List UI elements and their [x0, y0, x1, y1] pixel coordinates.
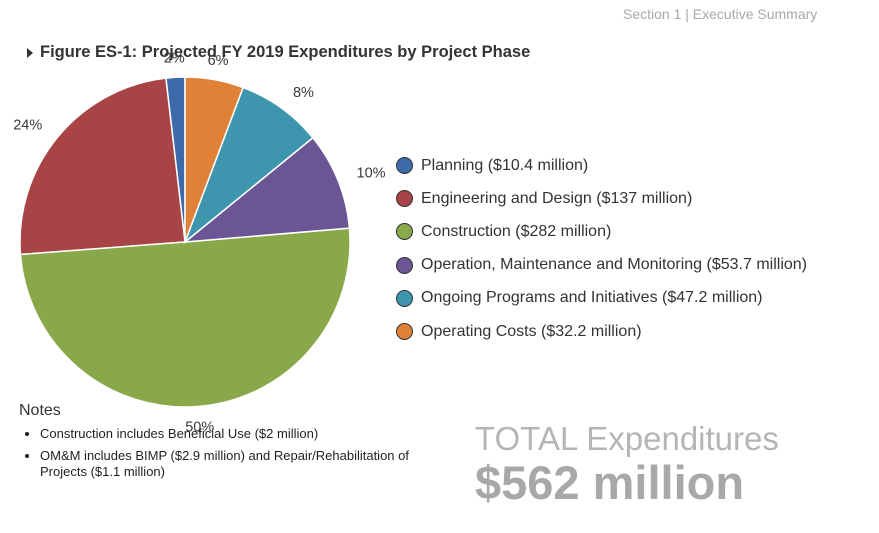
pie-label-ongoing-programs-and-initiatives: 8% [293, 85, 314, 101]
legend-swatch [396, 190, 413, 208]
pie-slice-operation-maintenance-and-monitoring [182, 136, 351, 243]
section-header: Section 1 | Executive Summary [623, 6, 818, 22]
notes-list: Construction includes Beneficial Use ($2… [19, 426, 459, 480]
pie-label-engineering-and-design: 24% [13, 117, 42, 133]
legend-swatch [396, 323, 413, 341]
pie-label-operation-maintenance-and-monitoring: 10% [357, 166, 386, 182]
legend-item-construction: Construction ($282 million) [396, 215, 807, 248]
legend-swatch [396, 157, 413, 175]
note-item: Construction includes Beneficial Use ($2… [40, 426, 459, 442]
legend-swatch [396, 223, 413, 241]
caret-right-icon [27, 47, 33, 58]
legend-label: Planning ($10.4 million) [421, 156, 589, 174]
legend-swatch [396, 289, 413, 307]
legend-label: Engineering and Design ($137 million) [421, 189, 693, 207]
figure-title-text: Figure ES-1: Projected FY 2019 Expenditu… [40, 43, 531, 61]
note-item: OM&M includes BIMP ($2.9 million) and Re… [40, 448, 459, 480]
total-value: $562 million [475, 456, 745, 509]
legend-label: Operation, Maintenance and Monitoring ($… [421, 256, 807, 274]
legend-item-ongoing: Ongoing Programs and Initiatives ($47.2 … [396, 282, 807, 315]
pie-slice-ongoing-programs-and-initiatives [183, 86, 314, 245]
notes-section: Notes Construction includes Beneficial U… [19, 402, 459, 486]
legend-label: Ongoing Programs and Initiatives ($47.2 … [421, 289, 763, 307]
pie-label-planning: 2% [164, 50, 185, 66]
chart-legend: Planning ($10.4 million) Engineering and… [396, 149, 807, 348]
legend-item-planning: Planning ($10.4 million) [396, 149, 807, 182]
pie-slice-operating-costs [184, 76, 245, 243]
legend-item-operating-costs: Operating Costs ($32.2 million) [396, 315, 807, 348]
legend-label: Operating Costs ($32.2 million) [421, 322, 642, 340]
pie-slice-construction [19, 227, 351, 408]
notes-title: Notes [19, 402, 61, 419]
pie-label-construction: 50% [185, 419, 214, 435]
legend-item-operation: Operation, Maintenance and Monitoring ($… [396, 249, 807, 282]
total-expenditures: TOTAL Expenditures $562 million [475, 421, 779, 509]
figure-title: Figure ES-1: Projected FY 2019 Expenditu… [27, 43, 530, 62]
legend-item-engineering: Engineering and Design ($137 million) [396, 182, 807, 215]
total-label: TOTAL Expenditures [475, 420, 779, 457]
pie-label-operating-costs: 6% [208, 53, 229, 69]
legend-label: Construction ($282 million) [421, 222, 612, 240]
legend-swatch [396, 256, 413, 274]
pie-slice-engineering-and-design [19, 77, 186, 256]
